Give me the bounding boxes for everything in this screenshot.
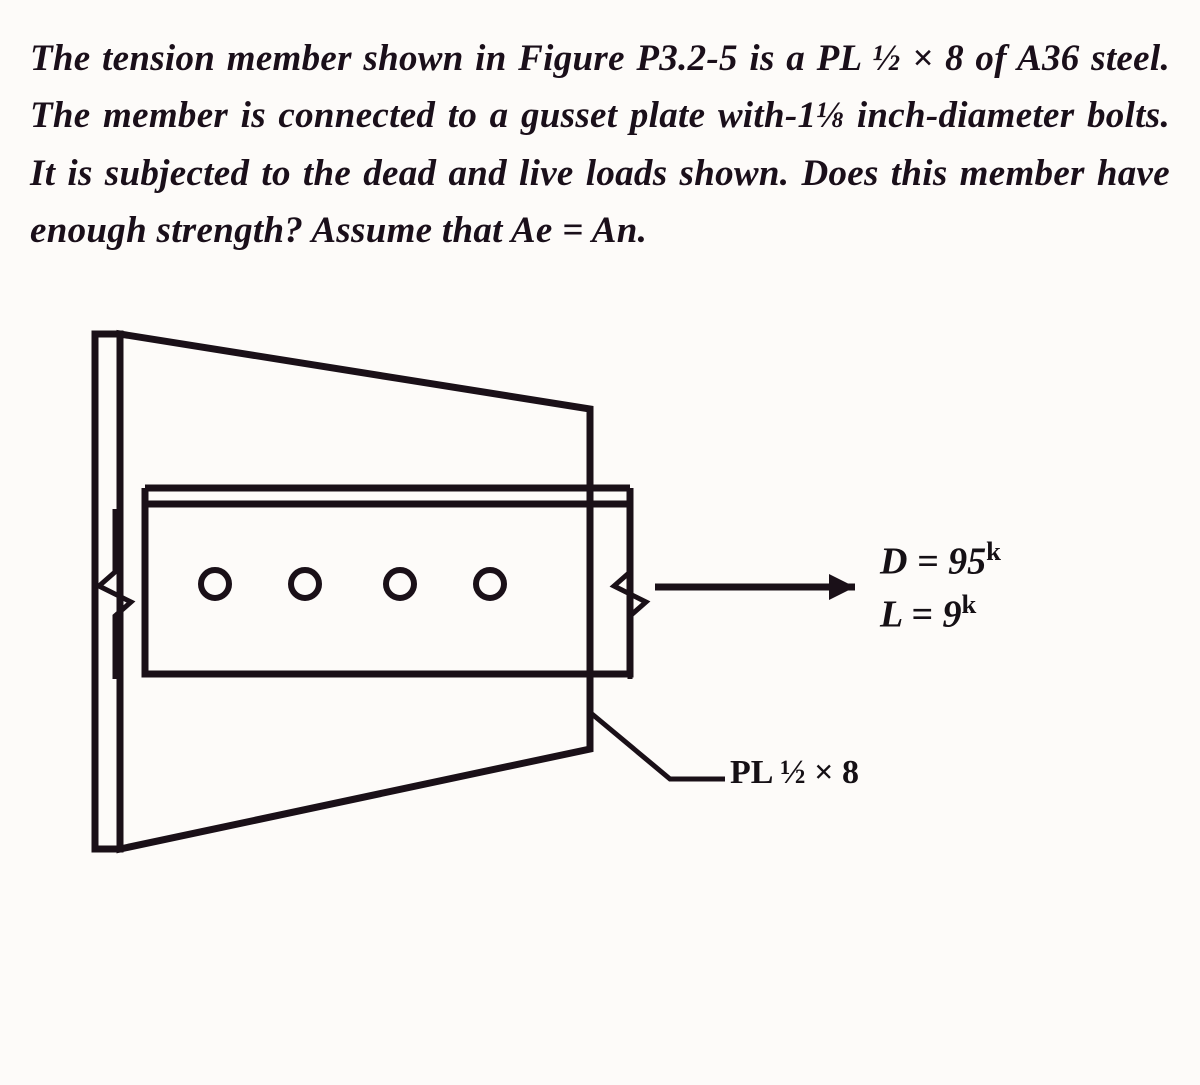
dead-load-text: D = 95 — [880, 541, 986, 583]
figure: D = 95k L = 9k PL ½ × 8 — [30, 309, 1170, 909]
gusset-front — [120, 334, 590, 849]
bolt-hole — [201, 570, 229, 598]
live-load-text: L = 9 — [880, 594, 961, 636]
bolt-hole — [476, 570, 504, 598]
plate-label: PL ½ × 8 — [730, 754, 859, 792]
break-line-left — [99, 509, 131, 679]
break-line-right — [614, 509, 646, 679]
plate-label-leader — [592, 714, 725, 779]
bolt-hole — [386, 570, 414, 598]
bolt-row — [201, 570, 504, 598]
loads-block: D = 95k L = 9k — [880, 534, 1001, 640]
dead-load-label: D = 95k — [880, 534, 1001, 587]
problem-statement: The tension member shown in Figure P3.2-… — [30, 30, 1170, 259]
load-arrow — [655, 574, 855, 600]
bolt-hole — [291, 570, 319, 598]
live-load-unit: k — [961, 589, 976, 619]
live-load-label: L = 9k — [880, 587, 1001, 640]
dead-load-unit: k — [986, 536, 1001, 566]
